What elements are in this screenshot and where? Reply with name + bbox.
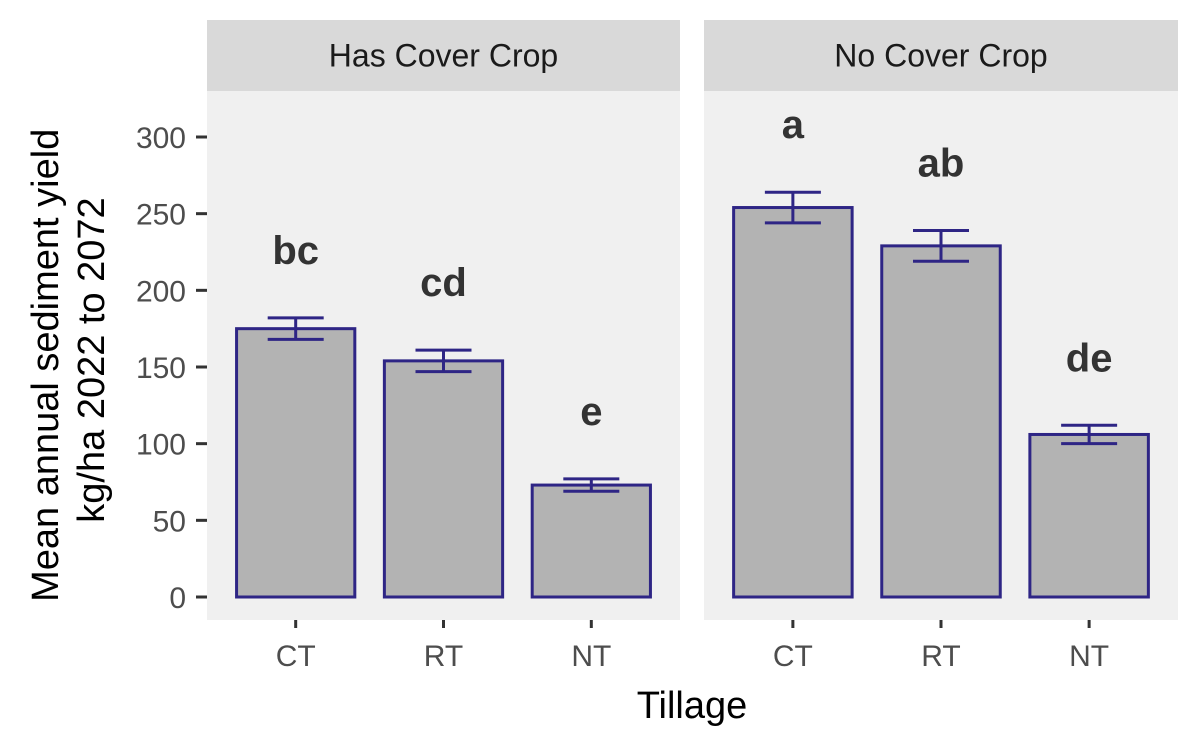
error-bar-rt	[415, 348, 472, 374]
significance-label: a	[782, 103, 805, 147]
bar-rt	[382, 359, 505, 599]
y-tick-label: 300	[136, 122, 186, 155]
error-bar-ct	[267, 316, 324, 341]
y-tick-label: 100	[136, 429, 186, 462]
facet-strip	[704, 20, 1178, 91]
y-tick-label: 200	[136, 275, 186, 308]
y-axis-title-line-2: kg/ha 2022 to 2072	[71, 197, 113, 522]
significance-label: e	[580, 390, 602, 434]
y-tick-label: 50	[153, 505, 186, 538]
x-tick-label: CT	[276, 640, 316, 673]
y-axis-title: Mean annual sediment yield kg/ha 2022 to…	[25, 118, 113, 602]
significance-label: bc	[272, 229, 319, 273]
error-bar-ct	[764, 190, 821, 225]
bar-nt	[530, 483, 652, 599]
y-tick-label: 250	[136, 199, 186, 232]
x-tick-label: CT	[773, 640, 813, 673]
bar-nt	[1028, 432, 1150, 599]
x-axis-title: Tillage	[637, 685, 748, 727]
bar-rt	[880, 244, 1002, 599]
x-axis: CT RT NT CT RT NT	[276, 620, 1109, 673]
bar-ct	[732, 206, 854, 599]
error-bar-rt	[913, 229, 969, 263]
x-tick-label: RT	[424, 640, 463, 673]
x-tick-label: RT	[921, 640, 960, 673]
y-axis: 0 50 100 150 200 250 300	[136, 122, 207, 615]
facet-2: No Cover Crop a ab de	[704, 20, 1178, 620]
facet-strip	[207, 20, 680, 91]
significance-label: cd	[420, 261, 467, 305]
x-tick-label: NT	[1069, 640, 1109, 673]
error-bar-nt	[1061, 423, 1118, 446]
error-bar-nt	[563, 477, 620, 493]
significance-label: ab	[918, 142, 965, 186]
y-tick-label: 150	[136, 352, 186, 385]
facet-panels: Has Cover Crop bc cd e No Cover Crop a ab de	[207, 20, 1178, 620]
facet-strip-label: Has Cover Crop	[329, 38, 558, 74]
bar-ct	[235, 327, 357, 599]
facet-1: Has Cover Crop bc cd e	[207, 20, 680, 620]
facet-strip-label: No Cover Crop	[834, 38, 1047, 74]
significance-label: de	[1066, 336, 1113, 380]
y-tick-label: 0	[169, 582, 186, 615]
y-axis-title-line-1: Mean annual sediment yield	[25, 129, 67, 602]
x-tick-label: NT	[571, 640, 611, 673]
